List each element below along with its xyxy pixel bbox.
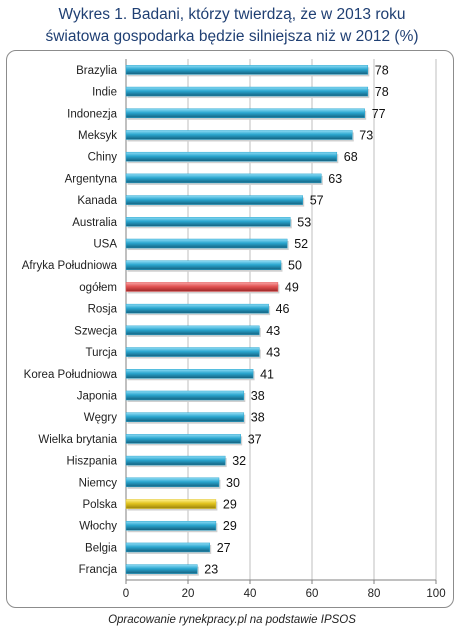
- category-label: Węgry: [84, 412, 117, 424]
- data-label: 43: [266, 346, 280, 360]
- data-label: 29: [223, 519, 237, 533]
- x-tick-label: 100: [426, 588, 445, 600]
- bar-2: [125, 108, 365, 119]
- bar-18: [125, 455, 226, 466]
- bar-7: [125, 217, 291, 227]
- data-label: 50: [288, 259, 302, 273]
- x-tick-label: 60: [306, 588, 319, 600]
- category-label: Polska: [82, 499, 117, 511]
- category-label: Australia: [72, 217, 117, 229]
- x-tick-label: 40: [244, 588, 257, 600]
- data-label: 77: [372, 107, 386, 121]
- data-label: 29: [223, 498, 237, 512]
- bar-10: [125, 282, 279, 292]
- bar-21: [125, 520, 217, 531]
- category-label: Kanada: [77, 195, 117, 207]
- bar-4: [125, 151, 338, 162]
- bar-13: [125, 347, 260, 357]
- category-label: Szwecja: [74, 325, 117, 337]
- data-label: 43: [266, 324, 280, 338]
- category-label: Rosja: [88, 304, 118, 316]
- bar-22: [125, 542, 210, 553]
- bar-8: [125, 238, 288, 249]
- category-label: Indonezja: [67, 108, 117, 120]
- data-label: 37: [248, 432, 262, 446]
- bar-17: [125, 434, 241, 444]
- category-label: Niemcy: [79, 477, 118, 489]
- category-label: Hiszpania: [67, 456, 118, 468]
- data-label: 52: [294, 237, 308, 251]
- category-label: Brazylia: [76, 65, 118, 77]
- bar-0: [125, 65, 369, 75]
- bar-12: [125, 325, 260, 336]
- data-label: 63: [328, 172, 342, 186]
- category-label: ogółem: [79, 282, 117, 294]
- data-label: 73: [359, 128, 373, 142]
- data-label: 49: [285, 280, 299, 294]
- chart-title-line-2: światowa gospodarka będzie silniejsza ni…: [45, 28, 419, 45]
- x-tick-label: 20: [182, 588, 195, 600]
- category-label: Turcja: [85, 347, 117, 359]
- x-tick-label: 80: [368, 588, 381, 600]
- category-label: Chiny: [88, 152, 118, 164]
- category-label: Francja: [79, 564, 118, 576]
- category-label: Korea Południowa: [24, 369, 118, 381]
- bar-16: [125, 412, 245, 422]
- data-label: 46: [276, 302, 290, 316]
- data-label: 38: [251, 389, 265, 403]
- data-label: 78: [375, 85, 389, 99]
- category-label: Meksyk: [78, 130, 117, 142]
- category-label: USA: [93, 239, 117, 251]
- category-label: Wielka brytania: [38, 434, 117, 446]
- data-label: 53: [297, 215, 311, 229]
- bar-9: [125, 260, 282, 270]
- data-label: 41: [260, 367, 274, 381]
- bar-15: [125, 390, 245, 401]
- bar-14: [125, 369, 254, 379]
- bar-1: [125, 86, 369, 97]
- data-label: 57: [310, 194, 324, 208]
- bar-6: [125, 195, 303, 205]
- bar-23: [125, 564, 198, 574]
- chart-title: Wykres 1. Badani, którzy twierdzą, że w …: [0, 4, 464, 48]
- bar-5: [125, 173, 322, 184]
- bar-19: [125, 477, 220, 488]
- data-label: 38: [251, 411, 265, 425]
- data-label: 78: [375, 63, 389, 77]
- data-label: 68: [344, 150, 358, 164]
- data-label: 27: [217, 541, 231, 555]
- chart-title-line-1: Wykres 1. Badani, którzy twierdzą, że w …: [58, 6, 406, 23]
- category-label: Włochy: [79, 521, 117, 533]
- category-label: Japonia: [77, 390, 118, 402]
- source-note: Opracowanie rynekpracy.pl na podstawie I…: [108, 614, 356, 626]
- data-label: 32: [232, 454, 246, 468]
- data-label: 30: [226, 476, 240, 490]
- bar-3: [125, 130, 353, 140]
- category-label: Belgia: [85, 542, 118, 554]
- data-label: 23: [204, 563, 218, 577]
- category-label: Afryka Południowa: [22, 260, 118, 272]
- category-label: Indie: [92, 87, 117, 99]
- bar-11: [125, 303, 269, 314]
- x-tick-label: 0: [123, 588, 129, 600]
- category-label: Argentyna: [65, 173, 118, 185]
- bar-20: [125, 499, 217, 509]
